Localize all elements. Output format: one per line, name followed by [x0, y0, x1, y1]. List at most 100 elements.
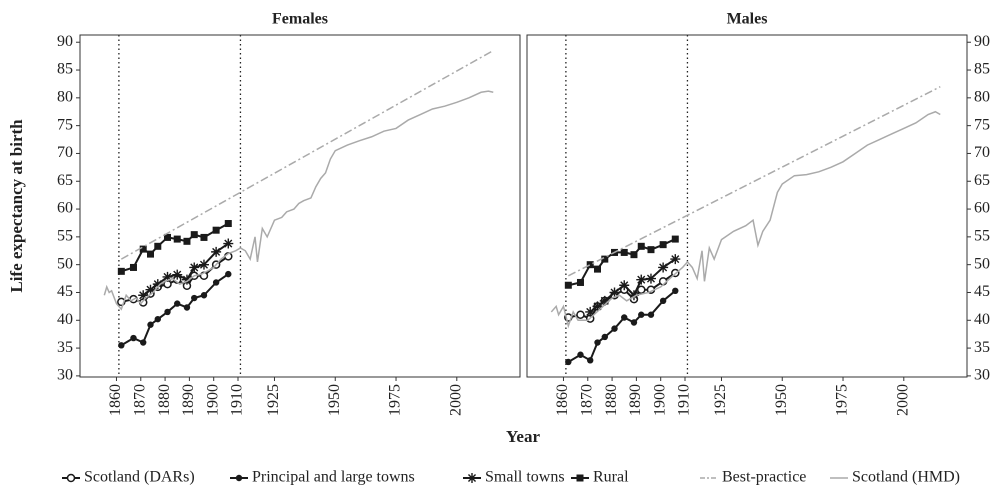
y-tick-label: 90 [57, 33, 73, 50]
marker [174, 300, 181, 307]
marker [564, 281, 572, 289]
marker [577, 351, 584, 358]
y-tick-label: 65 [57, 172, 73, 189]
marker [146, 250, 154, 258]
marker [189, 262, 200, 273]
x-tick-label: 1910 [229, 384, 246, 416]
y-tick-label: 45 [57, 283, 73, 300]
marker [117, 267, 125, 275]
x-tick-label: 1925 [712, 384, 729, 416]
marker [152, 279, 163, 290]
legend-label: Best-practice [722, 469, 806, 486]
legend-marker [66, 473, 76, 483]
marker [130, 334, 137, 342]
marker [145, 284, 156, 295]
series-line [103, 90, 494, 311]
marker [601, 255, 609, 263]
y-tick-label: 40 [57, 311, 73, 328]
series-line [567, 86, 941, 277]
marker [576, 474, 584, 482]
legend-item: Best-practice [700, 469, 806, 486]
marker [147, 321, 154, 328]
marker [183, 304, 191, 311]
legend-item: Scotland (HMD) [830, 469, 960, 486]
x-tick-label: 1925 [265, 384, 282, 416]
panel-title: Males [727, 11, 768, 28]
plot-frame [79, 34, 521, 378]
marker [637, 285, 646, 294]
x-tick-label: 1890 [627, 384, 644, 416]
marker [645, 273, 656, 284]
marker [609, 287, 620, 298]
marker [592, 301, 603, 312]
y-tick-label: 85 [57, 61, 73, 78]
series-line [550, 110, 941, 329]
marker [647, 311, 655, 318]
x-tick-label: 1975 [387, 384, 404, 416]
marker [593, 265, 601, 273]
panel-title: Females [272, 11, 328, 28]
y-tick-label: 85 [974, 61, 990, 78]
marker [585, 306, 596, 317]
marker [173, 235, 181, 243]
marker [129, 263, 137, 271]
marker [154, 315, 161, 323]
marker [181, 274, 192, 285]
marker [671, 235, 679, 243]
marker [223, 238, 234, 249]
x-tick-label: 1870 [131, 384, 148, 416]
x-tick-label: 1950 [326, 384, 343, 416]
marker [66, 473, 76, 483]
legend-label: Principal and large towns [252, 469, 415, 486]
x-tick-label: 1900 [651, 384, 668, 416]
marker [601, 333, 608, 341]
marker [183, 237, 191, 245]
x-tick-label: 1890 [180, 384, 197, 416]
series-line [120, 49, 494, 260]
marker [587, 357, 594, 364]
marker [647, 246, 655, 254]
y-tick-label: 60 [57, 200, 73, 217]
x-axis-label: Year [506, 427, 540, 446]
x-tick-label: 2000 [894, 384, 911, 416]
y-tick-label: 40 [974, 311, 990, 328]
legend-marker [576, 474, 584, 482]
y-tick-label: 90 [974, 33, 990, 50]
y-tick-label: 60 [974, 200, 990, 217]
marker [672, 287, 679, 295]
x-tick-label: 1975 [834, 384, 851, 416]
legend-item: Small towns [463, 469, 565, 486]
marker [630, 251, 638, 259]
legend-marker [467, 473, 477, 483]
marker [467, 473, 477, 483]
marker [225, 270, 232, 278]
y-tick-label: 35 [57, 339, 73, 356]
y-tick-label: 55 [57, 228, 73, 245]
x-tick-label: 1880 [603, 384, 620, 416]
y-tick-label: 45 [974, 283, 990, 300]
marker [565, 358, 572, 366]
y-tick-label: 70 [57, 144, 73, 161]
marker [140, 339, 147, 346]
y-tick-label: 75 [974, 116, 990, 133]
y-tick-label: 80 [974, 89, 990, 106]
marker [659, 297, 667, 305]
marker [154, 242, 162, 250]
marker [118, 342, 125, 349]
marker [164, 233, 172, 241]
legend-item: Principal and large towns [230, 469, 415, 486]
plot-frame [526, 34, 968, 378]
series-line [567, 290, 676, 363]
marker [637, 242, 645, 250]
marker [190, 231, 198, 239]
series-line [120, 273, 229, 347]
marker [636, 274, 647, 285]
y-tick-label: 65 [974, 172, 990, 189]
marker [638, 311, 645, 318]
marker [576, 278, 584, 286]
marker [621, 314, 628, 321]
marker [611, 325, 618, 332]
y-tick-label: 80 [57, 89, 73, 106]
marker [620, 248, 628, 256]
